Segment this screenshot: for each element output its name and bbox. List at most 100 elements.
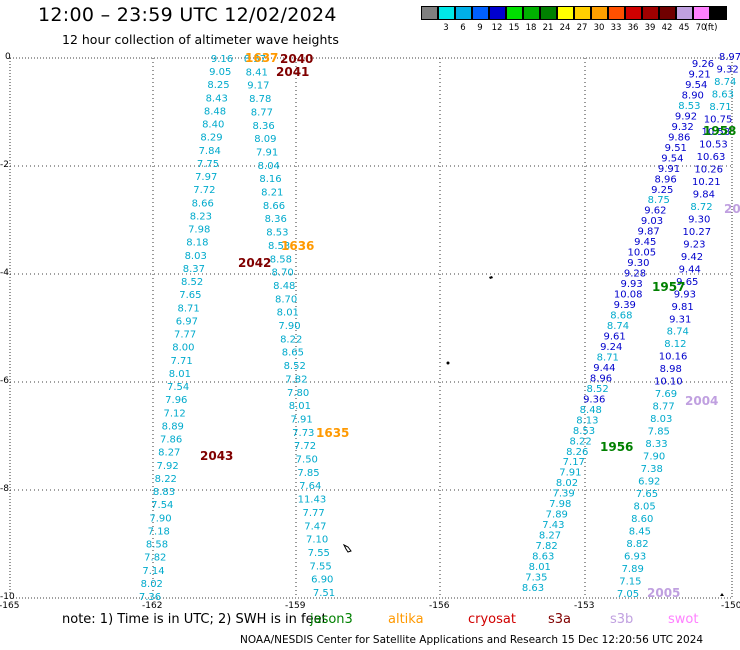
- wave-height-reading: 8.27: [539, 531, 561, 542]
- wave-height-reading: 8.89: [162, 421, 184, 432]
- wave-height-reading: 7.12: [163, 408, 185, 419]
- colorbar-swatch: [557, 6, 574, 20]
- wave-height-reading: 7.65: [179, 290, 201, 301]
- wave-height-reading: 8.53: [678, 101, 700, 112]
- colorbar-swatch: [591, 6, 608, 20]
- wave-height-reading: 8.26: [566, 447, 588, 458]
- wave-height-reading: 9.44: [593, 363, 615, 374]
- pass-time-label: 1956: [600, 440, 633, 454]
- wave-height-reading: 7.91: [290, 415, 312, 426]
- wave-height-reading: 8.12: [664, 339, 686, 350]
- wave-height-reading: 9.62: [644, 206, 666, 217]
- wave-height-reading: 9.92: [675, 111, 697, 122]
- wave-height-reading: 8.52: [586, 384, 608, 395]
- wave-height-reading: 8.03: [185, 251, 207, 262]
- wave-height-reading: 8.83: [153, 487, 175, 498]
- wave-height-reading: 10.05: [627, 248, 656, 259]
- latitude-tick-label: 0: [5, 52, 11, 62]
- longitude-tick-label: -165: [0, 601, 20, 611]
- wave-height-reading: 7.17: [563, 457, 585, 468]
- wave-height-reading: 10.16: [659, 352, 688, 363]
- wave-height-reading: 9.25: [651, 185, 673, 196]
- satellite-legend-item: s3a: [548, 612, 572, 627]
- wave-height-reading: 8.45: [629, 527, 651, 538]
- wave-height-reading: 7.96: [165, 395, 187, 406]
- wave-height-reading: 8.77: [652, 402, 674, 413]
- wave-height-reading: 8.58: [146, 540, 168, 551]
- colorbar-swatch: [625, 6, 642, 20]
- wave-height-reading: 8.21: [261, 188, 283, 199]
- wave-height-reading: 7.54: [167, 382, 189, 393]
- pass-time-label: 2041: [276, 65, 309, 79]
- wave-height-reading: 7.51: [313, 588, 335, 599]
- wave-height-reading: 8.71: [597, 352, 619, 363]
- wave-height-reading: 9.44: [679, 264, 701, 275]
- wave-height-reading: 10.58: [701, 127, 730, 138]
- colorbar-label: 39: [644, 23, 656, 33]
- wave-height-reading: 9.87: [637, 227, 659, 238]
- wave-height-reading: 8.70: [271, 268, 293, 279]
- colorbar-swatch: [472, 6, 489, 20]
- wave-height-reading: 8.78: [249, 94, 271, 105]
- wave-height-reading: 8.22: [155, 474, 177, 485]
- wave-height-reading: 8.90: [682, 90, 704, 101]
- latitude-tick-label: -6: [0, 376, 9, 386]
- wave-height-reading: 9.24: [600, 342, 622, 353]
- wave-height-reading: 7.55: [309, 561, 331, 572]
- wave-height-reading: 7.85: [297, 468, 319, 479]
- wave-height-reading: 7.82: [535, 541, 557, 552]
- wave-height-reading: 7.77: [174, 330, 196, 341]
- wave-height-reading: 9.51: [665, 143, 687, 154]
- colorbar-swatch: [489, 6, 506, 20]
- wave-height-reading: 8.53: [573, 426, 595, 437]
- wave-height-reading: 8.70: [275, 294, 297, 305]
- wave-height-reading: 8.72: [690, 202, 712, 213]
- wave-height-reading: 7.64: [299, 481, 321, 492]
- wave-height-reading: 8.40: [202, 120, 224, 131]
- wave-height-reading: 8.82: [626, 539, 648, 550]
- wave-height-reading: 8.98: [660, 364, 682, 375]
- wave-height-reading: 7.75: [197, 159, 219, 170]
- satellite-legend-item: cryosat: [468, 612, 516, 627]
- wave-height-reading: 7.38: [641, 464, 663, 475]
- wave-height-reading: 6.97: [176, 316, 198, 327]
- wave-height-reading: 8.52: [181, 277, 203, 288]
- wave-height-reading: 8.97: [719, 52, 740, 63]
- wave-height-reading: 7.89: [546, 510, 568, 521]
- wave-height-reading: 10.21: [692, 177, 721, 188]
- wave-height-reading: 7.90: [278, 321, 300, 332]
- wave-height-reading: 7.10: [306, 535, 328, 546]
- wave-height-reading: 7.71: [170, 356, 192, 367]
- wave-height-reading: 8.57: [244, 54, 266, 65]
- wave-height-reading: 8.96: [654, 174, 676, 185]
- pass-time-label: 2043: [200, 449, 233, 463]
- wave-height-reading: 9.03: [641, 216, 663, 227]
- colorbar-swatch: [438, 6, 455, 20]
- colorbar-swatch: [421, 6, 438, 20]
- wave-height-reading: 9.16: [211, 54, 233, 65]
- wave-height-reading: 9.28: [624, 269, 646, 280]
- wave-height-reading: 9.30: [688, 214, 710, 225]
- satellite-legend-item: jason3: [310, 612, 353, 627]
- wave-height-reading: 8.71: [177, 303, 199, 314]
- wave-height-reading: 9.05: [209, 67, 231, 78]
- wave-height-reading: 10.53: [699, 139, 728, 150]
- pass-time-label: 1637: [245, 51, 278, 65]
- wave-height-reading: 8.60: [631, 514, 653, 525]
- wave-height-reading: 8.53: [266, 228, 288, 239]
- wave-height-reading: 8.09: [254, 134, 276, 145]
- wave-height-reading: 7.80: [287, 388, 309, 399]
- wave-height-reading: 8.27: [158, 448, 180, 459]
- wave-height-reading: 7.50: [296, 455, 318, 466]
- pass-time-label: 2004: [685, 394, 718, 408]
- wave-height-reading: 8.18: [186, 238, 208, 249]
- wave-height-reading: 9.31: [669, 314, 691, 325]
- pass-time-label: 1957: [652, 280, 685, 294]
- colorbar-label: 15: [508, 23, 520, 33]
- wave-height-reading: 8.22: [280, 334, 302, 345]
- wave-height-reading: 8.01: [169, 369, 191, 380]
- wave-height-reading: 8.65: [282, 348, 304, 359]
- wave-height-reading: 6.92: [638, 477, 660, 488]
- wave-height-reading: 9.65: [676, 277, 698, 288]
- wave-height-reading: 10.63: [697, 152, 726, 163]
